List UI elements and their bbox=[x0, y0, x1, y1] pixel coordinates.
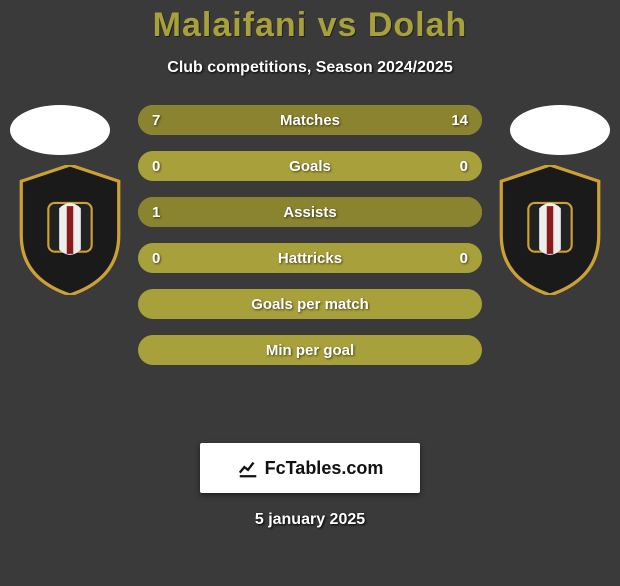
stat-value-right bbox=[454, 335, 482, 365]
player-avatar-left bbox=[10, 105, 110, 155]
chart-icon bbox=[237, 457, 259, 479]
stat-label: Goals per match bbox=[138, 289, 482, 319]
content-area: 7 Matches 14 0 Goals 0 1 Assists bbox=[0, 105, 620, 425]
comparison-card: Malaifani vs Dolah Club competitions, Se… bbox=[0, 6, 620, 586]
stat-label: Min per goal bbox=[138, 335, 482, 365]
stat-value-right bbox=[454, 197, 482, 227]
stat-bar: 0 Goals 0 bbox=[138, 151, 482, 181]
stat-bar: Min per goal bbox=[138, 335, 482, 365]
subtitle: Club competitions, Season 2024/2025 bbox=[0, 59, 620, 77]
stat-label: Goals bbox=[138, 151, 482, 181]
stat-bar: 0 Hattricks 0 bbox=[138, 243, 482, 273]
stat-value-right bbox=[454, 289, 482, 319]
player-avatar-right bbox=[510, 105, 610, 155]
date-label: 5 january 2025 bbox=[0, 511, 620, 529]
stat-value-right: 14 bbox=[437, 105, 482, 135]
badge-label: FcTables.com bbox=[265, 458, 384, 479]
stat-bars: 7 Matches 14 0 Goals 0 1 Assists bbox=[138, 105, 482, 365]
stat-value-right: 0 bbox=[446, 243, 482, 273]
stat-bar: 1 Assists bbox=[138, 197, 482, 227]
club-emblem-right bbox=[495, 165, 605, 295]
fctables-badge[interactable]: FcTables.com bbox=[200, 443, 420, 493]
stat-bar: Goals per match bbox=[138, 289, 482, 319]
badge-text: FcTables.com bbox=[237, 457, 384, 479]
stat-label: Assists bbox=[138, 197, 482, 227]
stat-value-right: 0 bbox=[446, 151, 482, 181]
stat-bar: 7 Matches 14 bbox=[138, 105, 482, 135]
stat-label: Matches bbox=[138, 105, 482, 135]
stat-label: Hattricks bbox=[138, 243, 482, 273]
club-emblem-left bbox=[15, 165, 125, 295]
page-title: Malaifani vs Dolah bbox=[0, 6, 620, 45]
